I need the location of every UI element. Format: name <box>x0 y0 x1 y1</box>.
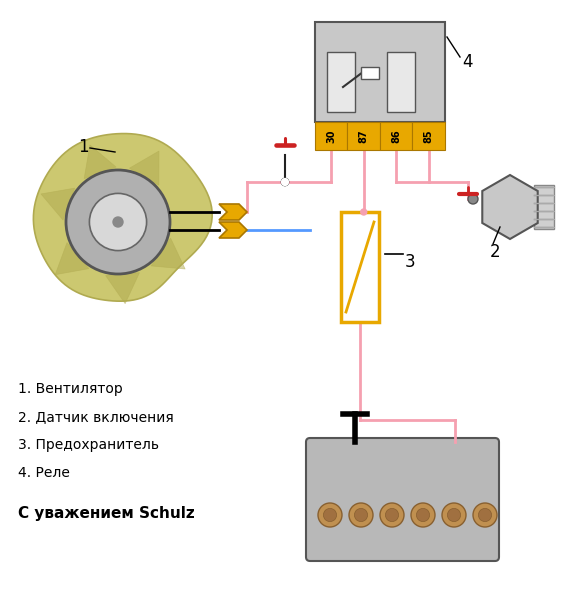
Circle shape <box>468 194 478 204</box>
Text: 2. Датчик включения: 2. Датчик включения <box>18 410 174 424</box>
Text: 1. Вентилятор: 1. Вентилятор <box>18 382 123 396</box>
Text: 3: 3 <box>405 253 416 271</box>
Circle shape <box>442 503 466 527</box>
Bar <box>315 122 348 150</box>
Polygon shape <box>55 242 89 275</box>
Text: 30: 30 <box>326 129 336 143</box>
Polygon shape <box>151 238 185 269</box>
Circle shape <box>447 509 460 521</box>
Text: 87: 87 <box>359 129 369 143</box>
Circle shape <box>113 217 123 227</box>
Text: 1: 1 <box>78 138 89 156</box>
Circle shape <box>386 509 399 521</box>
Bar <box>315 22 445 122</box>
Bar <box>348 122 380 150</box>
Polygon shape <box>219 222 247 238</box>
Circle shape <box>478 509 491 521</box>
Circle shape <box>473 503 497 527</box>
Circle shape <box>66 170 170 274</box>
Circle shape <box>411 503 435 527</box>
Polygon shape <box>84 145 116 179</box>
Text: 4. Реле: 4. Реле <box>18 466 70 480</box>
Polygon shape <box>482 175 538 239</box>
Text: 4: 4 <box>462 53 472 71</box>
Bar <box>341 212 379 322</box>
Text: 3. Предохранитель: 3. Предохранитель <box>18 438 159 452</box>
Circle shape <box>318 503 342 527</box>
Polygon shape <box>129 151 159 185</box>
Bar <box>380 122 412 150</box>
Polygon shape <box>219 204 247 220</box>
Circle shape <box>416 509 430 521</box>
Circle shape <box>355 509 368 521</box>
Circle shape <box>281 179 288 185</box>
Circle shape <box>281 179 288 185</box>
Circle shape <box>349 503 373 527</box>
FancyBboxPatch shape <box>306 438 499 561</box>
Polygon shape <box>106 272 140 304</box>
Circle shape <box>89 193 146 250</box>
Bar <box>534 185 554 229</box>
Bar <box>412 122 445 150</box>
Text: 85: 85 <box>424 129 434 143</box>
Polygon shape <box>41 188 75 220</box>
Bar <box>361 67 379 79</box>
Circle shape <box>323 509 336 521</box>
Polygon shape <box>33 133 212 301</box>
Bar <box>387 52 415 112</box>
Text: 2: 2 <box>490 243 500 261</box>
Text: 86: 86 <box>391 129 401 143</box>
Bar <box>327 52 355 112</box>
Text: С уважением Schulz: С уважением Schulz <box>18 506 194 521</box>
Circle shape <box>361 209 367 215</box>
Circle shape <box>380 503 404 527</box>
